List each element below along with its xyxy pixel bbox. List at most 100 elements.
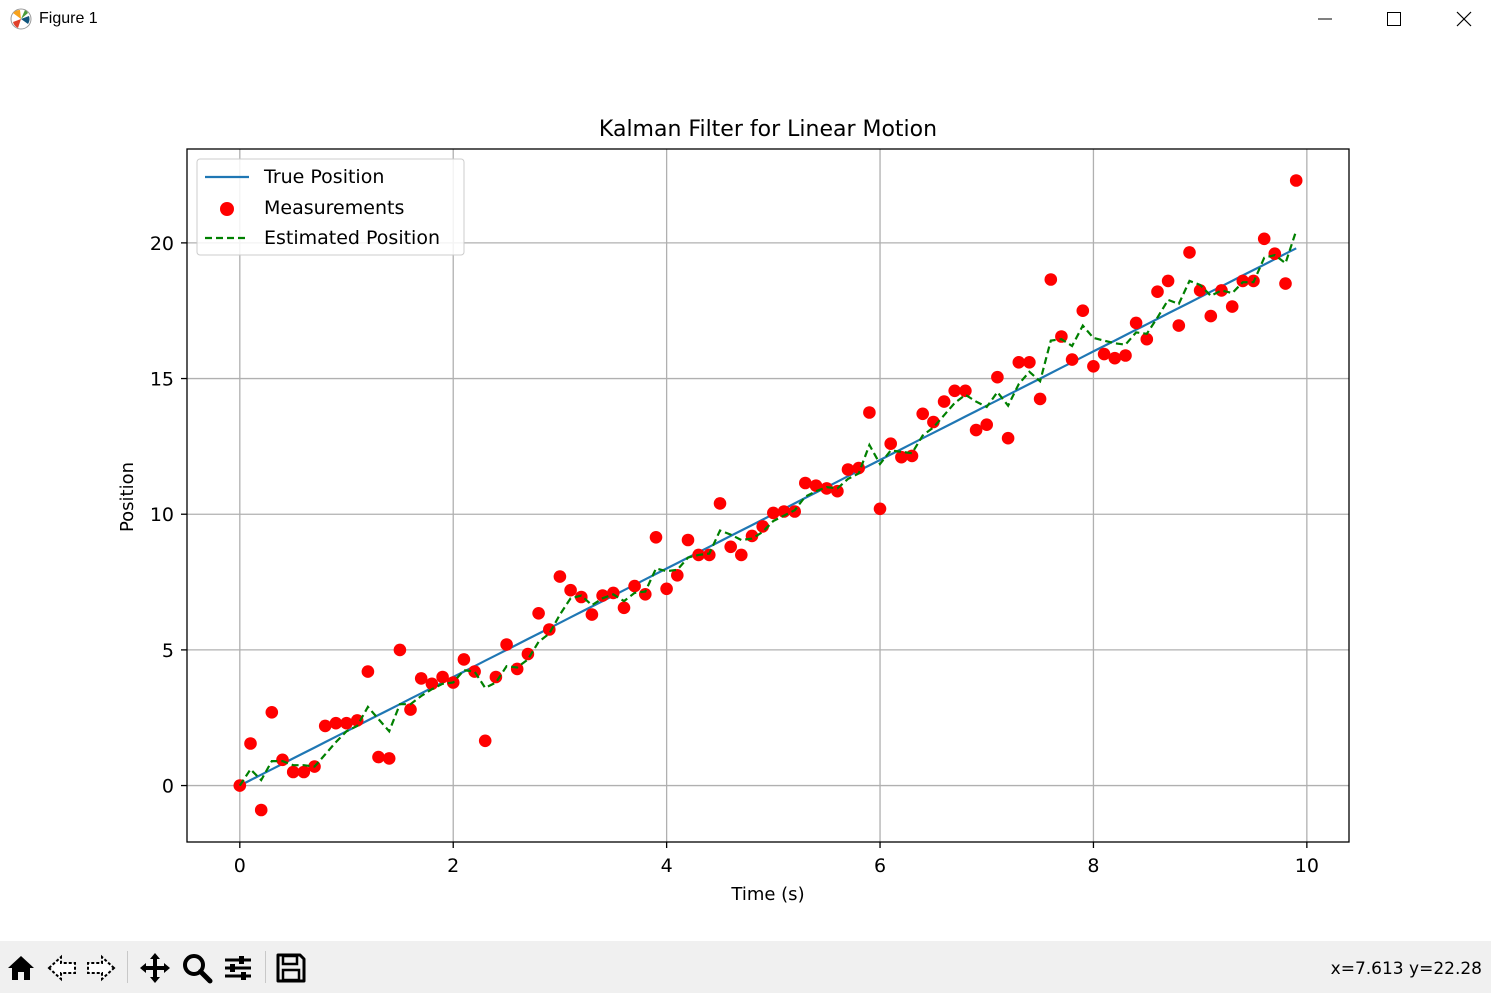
pan-button[interactable]: [136, 949, 174, 987]
configure-subplots-button[interactable]: [219, 949, 257, 987]
measurement-point: [244, 737, 257, 750]
close-icon: [1456, 11, 1472, 27]
measurement-point: [404, 703, 417, 716]
measurement-point: [1065, 353, 1079, 366]
close-button[interactable]: [1429, 0, 1491, 38]
plot-series: [233, 174, 1303, 817]
measurement-point: [873, 502, 887, 516]
measurement-point: [1012, 356, 1026, 369]
measurement-point: [831, 484, 844, 498]
y-tick-label: 20: [150, 233, 174, 255]
measurement-point: [478, 734, 492, 748]
measurement-point: [361, 665, 375, 678]
window-titlebar: Figure 1: [0, 0, 1491, 38]
measurement-point: [980, 418, 993, 432]
y-tick-label: 0: [162, 776, 174, 798]
measurement-point: [713, 497, 727, 510]
measurement-point: [649, 531, 663, 544]
measurement-point: [1193, 284, 1207, 297]
measurement-point: [841, 463, 855, 476]
measurement-point: [350, 714, 364, 727]
forward-button[interactable]: [82, 949, 120, 987]
measurement-point: [884, 437, 897, 451]
maximize-button[interactable]: [1359, 0, 1429, 38]
measurement-point: [575, 590, 588, 604]
minimize-button[interactable]: [1290, 0, 1360, 38]
measurement-point: [1119, 349, 1132, 362]
zoom-button[interactable]: [178, 949, 216, 987]
measurement-point: [436, 670, 449, 684]
grid: [187, 149, 1349, 842]
cursor-coordinates-readout: x=7.613 y=22.28: [1330, 959, 1482, 979]
measurement-point: [1097, 347, 1111, 361]
measurement-point: [510, 662, 524, 676]
save-button[interactable]: [272, 949, 310, 987]
measurement-point: [1044, 273, 1058, 286]
x-tick-label: 2: [447, 855, 459, 877]
y-tick-label: 5: [162, 640, 174, 662]
measurement-point: [1236, 274, 1250, 288]
measurement-point: [1172, 319, 1186, 332]
measurement-point: [628, 579, 641, 593]
legend-label-true-position: True Position: [263, 166, 384, 188]
measurement-point: [1289, 174, 1303, 187]
measurement-point: [1108, 351, 1122, 365]
measurement-point: [1001, 431, 1015, 445]
home-button[interactable]: [2, 949, 40, 987]
measurement-point: [1023, 356, 1036, 369]
x-axis-label: Time (s): [730, 884, 804, 905]
measurement-point: [286, 765, 300, 779]
measurement-point: [393, 643, 407, 657]
back-button[interactable]: [43, 949, 81, 987]
measurement-point: [969, 423, 983, 437]
maximize-icon: [1387, 12, 1401, 26]
pan-icon: [140, 953, 170, 983]
legend-label-measurements: Measurements: [264, 197, 404, 219]
measurement-point: [1055, 330, 1068, 343]
measurement-point: [553, 570, 567, 583]
measurement-point: [457, 653, 471, 666]
series-line-estimated-position: [238, 230, 1298, 787]
measurement-point: [767, 506, 780, 520]
measurement-point: [905, 449, 919, 463]
measurement-point: [916, 407, 929, 421]
x-tick-label: 4: [661, 855, 673, 877]
y-tick-label: 10: [150, 504, 174, 526]
measurement-point: [254, 803, 268, 817]
measurement-point: [1215, 284, 1228, 297]
y-tick-label: 15: [150, 369, 174, 391]
measurement-point: [681, 533, 695, 547]
home-icon: [8, 956, 34, 980]
measurement-point: [340, 716, 353, 730]
legend-label-estimated-position: Estimated Position: [264, 227, 440, 249]
measurement-point: [329, 716, 343, 730]
measurement-point: [1257, 232, 1271, 246]
measurement-point: [959, 384, 972, 398]
configure-subplots-icon: [225, 956, 251, 980]
measurement-point: [724, 540, 737, 554]
legend-swatch-measurements: [220, 202, 234, 216]
figure-canvas[interactable]: 0 2 4 6 8 10 0 5 10 15 20 Kalman Filter for Linear…: [0, 38, 1491, 941]
measurement-point: [521, 647, 535, 661]
measurement-point: [788, 505, 801, 518]
measurement-point: [735, 548, 748, 562]
measurement-point: [1129, 316, 1143, 330]
measurement-point: [1087, 360, 1100, 373]
measurement-point: [564, 583, 577, 597]
chart: 0 2 4 6 8 10 0 5 10 15 20 Kalman Filter for Linear…: [117, 117, 1350, 905]
zoom-icon: [183, 954, 213, 984]
measurement-point: [671, 569, 684, 582]
measurement-point: [1151, 285, 1164, 299]
measurement-point: [948, 384, 961, 398]
minimize-icon: [1318, 18, 1332, 20]
measurement-point: [799, 476, 812, 490]
measurement-point: [820, 482, 833, 495]
measurement-point: [617, 601, 631, 615]
ticks: 0 2 4 6 8 10 0 5 10 15 20: [150, 233, 1319, 877]
measurement-point: [1033, 392, 1047, 406]
measurement-point: [660, 582, 673, 596]
measurement-point: [991, 370, 1004, 384]
axes-frame: [186, 148, 1350, 843]
legend: True Position Measurements Estimated Pos…: [196, 158, 465, 256]
forward-icon: [87, 954, 116, 982]
